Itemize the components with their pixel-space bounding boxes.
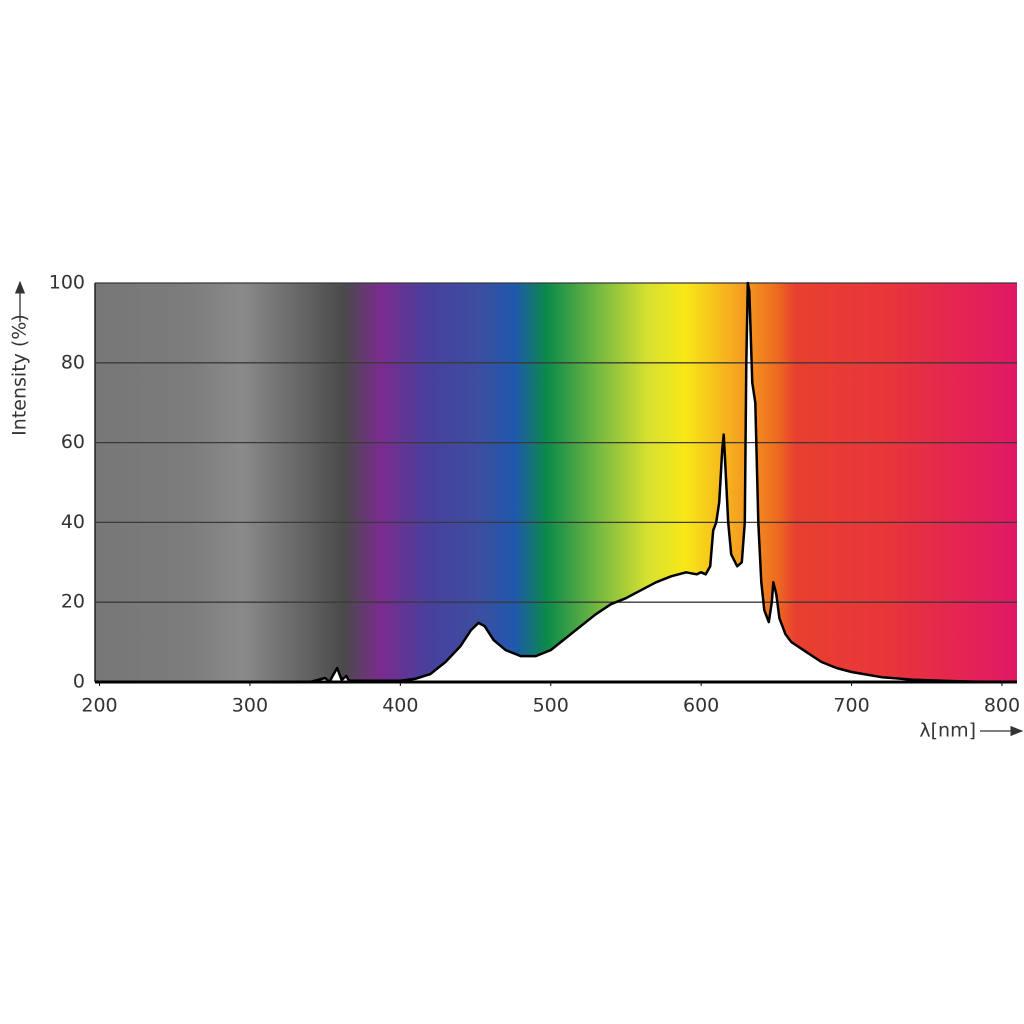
y-tick-label: 60 [61, 431, 85, 453]
y-tick-label: 80 [61, 351, 85, 373]
x-tick-label: 500 [533, 695, 569, 717]
x-tick-label: 600 [683, 695, 719, 717]
x-axis-label: λ[nm] [919, 720, 976, 742]
x-tick-label: 700 [833, 695, 869, 717]
x-tick-label: 400 [382, 695, 418, 717]
spectrum-background [95, 283, 1017, 682]
y-tick-label: 0 [73, 671, 85, 693]
y-tick-label: 20 [61, 591, 85, 613]
x-tick-label: 200 [81, 695, 117, 717]
y-tick-label: 100 [49, 272, 85, 294]
x-tick-label: 800 [984, 695, 1020, 717]
y-tick-label: 40 [61, 511, 85, 533]
x-tick-label: 300 [232, 695, 268, 717]
spectrum-line [99, 281, 1017, 684]
y-axis-label: Intensity (%) [9, 314, 31, 436]
